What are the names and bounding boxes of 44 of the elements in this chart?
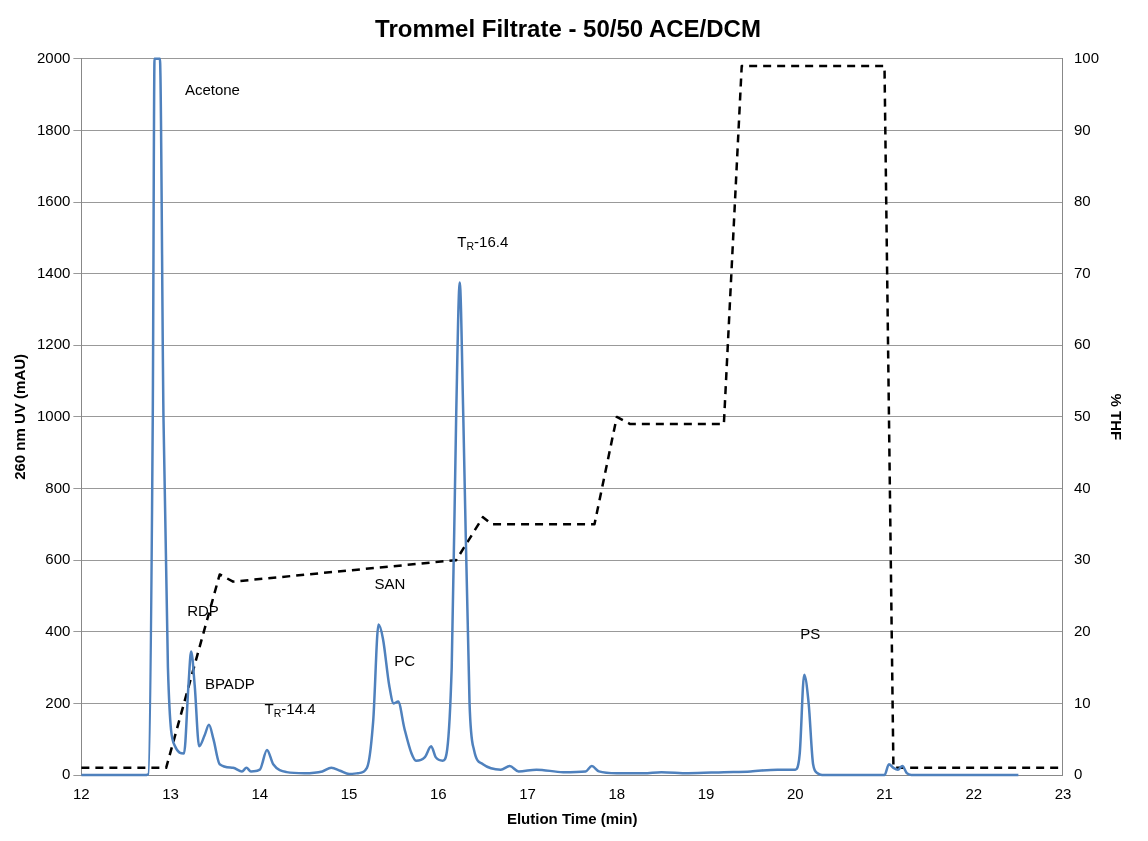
y2-tick-label: 90 bbox=[1073, 120, 1091, 138]
annotation: SAN bbox=[374, 574, 406, 592]
x-tick-label: 14 bbox=[251, 785, 269, 803]
y-axis-title: 260 nm UV (mAU) bbox=[11, 353, 29, 480]
x-tick-label: 21 bbox=[876, 785, 893, 803]
x-tick-label: 13 bbox=[162, 785, 179, 803]
y2-tick-label: 20 bbox=[1073, 621, 1091, 639]
x-tick-label: 18 bbox=[608, 785, 626, 803]
annotation: BPADP bbox=[204, 675, 255, 693]
y2-tick-label: 40 bbox=[1073, 478, 1091, 496]
y-tick-label: 1200 bbox=[36, 335, 71, 353]
y2-tick-label: 50 bbox=[1073, 407, 1091, 425]
x-tick-label: 22 bbox=[965, 785, 983, 803]
x-tick-label: 20 bbox=[786, 785, 804, 803]
y-tick-label: 0 bbox=[62, 765, 71, 783]
y2-tick-label: 10 bbox=[1073, 693, 1091, 711]
x-axis-title: Elution Time (min) bbox=[506, 810, 638, 828]
y-tick-label: 200 bbox=[45, 693, 71, 711]
y-tick-label: 600 bbox=[45, 550, 71, 568]
y2-tick-label: 0 bbox=[1073, 765, 1083, 783]
x-tick-label: 19 bbox=[697, 785, 715, 803]
x-tick-label: 16 bbox=[429, 785, 447, 803]
annotation: RDP bbox=[187, 601, 219, 619]
y-tick-label: 1000 bbox=[36, 407, 71, 425]
y-tick-label: 1600 bbox=[36, 192, 71, 210]
y2-tick-label: 100 bbox=[1073, 48, 1099, 66]
x-tick-label: 17 bbox=[519, 785, 536, 803]
y-tick-label: 1800 bbox=[36, 120, 71, 138]
x-tick-label: 15 bbox=[340, 785, 358, 803]
y2-tick-label: 80 bbox=[1073, 192, 1091, 210]
y2-tick-label: 70 bbox=[1073, 263, 1091, 281]
y2-tick-label: 30 bbox=[1073, 550, 1091, 568]
annotation: PC bbox=[394, 651, 416, 669]
annotation: PS bbox=[800, 624, 821, 642]
x-tick-label: 12 bbox=[73, 785, 90, 803]
annotation: Acetone bbox=[184, 80, 240, 98]
chart-title: Trommel Filtrate - 50/50 ACE/DCM bbox=[375, 15, 761, 43]
y2-axis-title: % THF bbox=[1107, 393, 1125, 441]
y2-tick-label: 60 bbox=[1073, 335, 1091, 353]
y-tick-label: 2000 bbox=[36, 48, 71, 66]
y-tick-label: 1400 bbox=[36, 263, 71, 281]
y-tick-label: 400 bbox=[45, 621, 71, 639]
y-tick-label: 800 bbox=[45, 478, 71, 496]
x-tick-label: 23 bbox=[1054, 785, 1072, 803]
